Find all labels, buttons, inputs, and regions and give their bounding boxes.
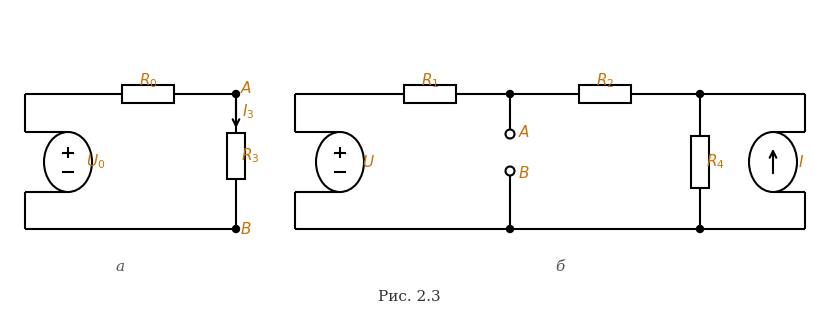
Circle shape	[506, 91, 514, 98]
Bar	[227, 133, 245, 179]
Bar	[579, 85, 631, 103]
Bar	[122, 85, 174, 103]
Text: $B$: $B$	[519, 165, 530, 181]
Text: $R_1$: $R_1$	[420, 72, 439, 90]
Text: $R_4$: $R_4$	[706, 153, 725, 171]
Circle shape	[696, 91, 703, 98]
Ellipse shape	[316, 132, 364, 192]
Text: $R_3$: $R_3$	[240, 147, 259, 165]
Circle shape	[696, 226, 703, 233]
Text: $I_3$: $I_3$	[242, 103, 254, 121]
Text: $A$: $A$	[518, 124, 530, 140]
Text: б: б	[555, 260, 564, 274]
Text: $U$: $U$	[362, 154, 375, 170]
Text: а: а	[115, 260, 124, 274]
Circle shape	[232, 91, 240, 98]
Text: $R_2$: $R_2$	[596, 72, 614, 90]
Circle shape	[506, 167, 515, 175]
Circle shape	[232, 226, 240, 233]
Text: $B$: $B$	[240, 221, 252, 237]
Text: Рис. 2.3: Рис. 2.3	[378, 290, 440, 304]
Bar	[404, 85, 456, 103]
Bar	[691, 136, 709, 188]
Text: $R_0$: $R_0$	[138, 72, 157, 90]
Text: $A$: $A$	[240, 80, 252, 96]
Circle shape	[506, 130, 515, 138]
Text: $U_0$: $U_0$	[87, 153, 106, 171]
Circle shape	[506, 226, 514, 233]
Ellipse shape	[749, 132, 797, 192]
Ellipse shape	[44, 132, 92, 192]
Text: $I$: $I$	[798, 154, 804, 170]
